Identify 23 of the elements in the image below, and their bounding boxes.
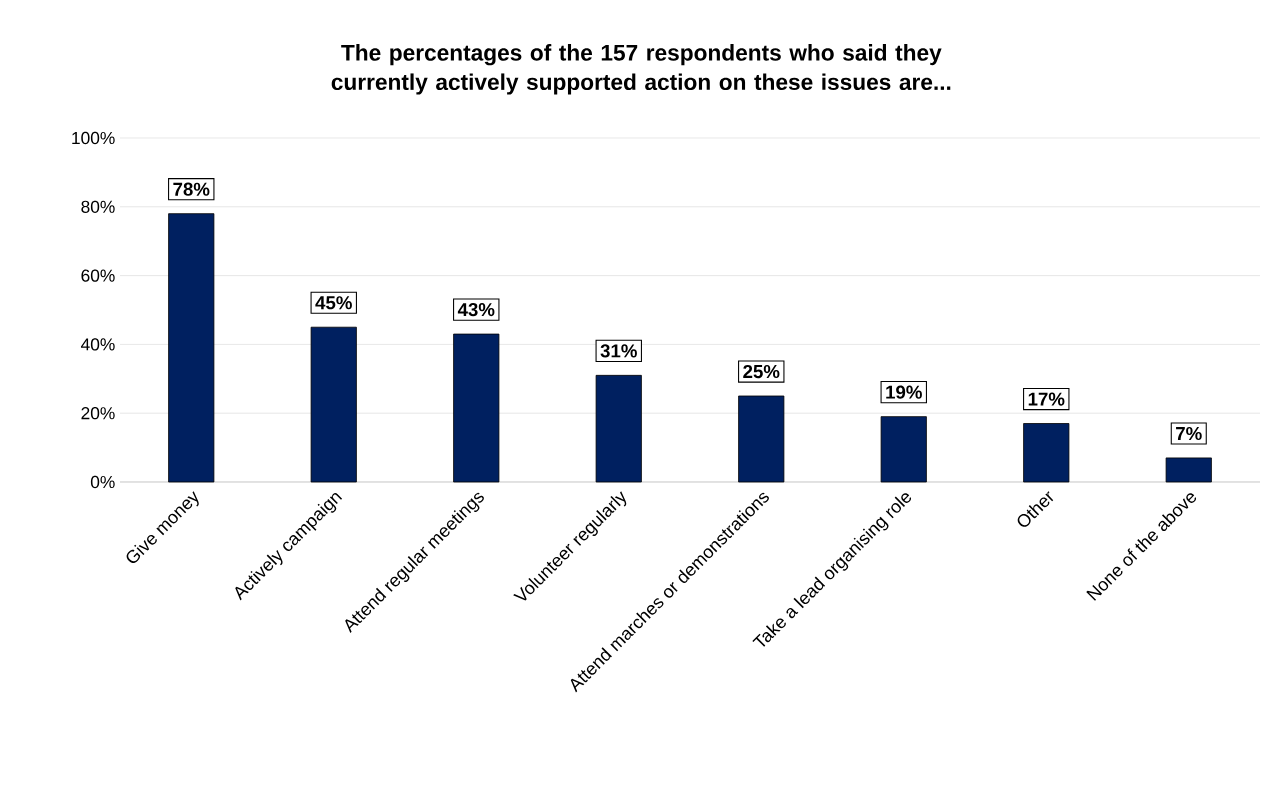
bar <box>168 213 215 483</box>
bar <box>738 395 785 483</box>
bar <box>595 374 642 483</box>
y-tick-label: 60% <box>81 269 115 282</box>
bar <box>1023 423 1070 483</box>
y-tick-label: 0% <box>90 475 115 489</box>
data-label: 17% <box>1028 392 1065 406</box>
bar <box>310 326 357 483</box>
bar <box>1165 457 1212 483</box>
data-label: 7% <box>1176 426 1202 441</box>
y-tick-label: 80% <box>81 200 115 213</box>
data-label: 25% <box>743 364 780 379</box>
y-tick-label: 100% <box>72 131 115 145</box>
data-label: 78% <box>173 182 210 196</box>
bar <box>880 416 927 483</box>
data-label: 43% <box>457 302 495 317</box>
y-tick-label: 20% <box>81 407 115 420</box>
data-label: 31% <box>600 344 637 358</box>
data-label: 45% <box>315 296 352 310</box>
bar <box>453 333 500 483</box>
chart-title: The percentages of the 157 respondents who said they currently actively supported action on these issues are... <box>331 44 951 95</box>
y-tick-label: 40% <box>81 338 115 351</box>
data-label: 19% <box>886 385 922 399</box>
